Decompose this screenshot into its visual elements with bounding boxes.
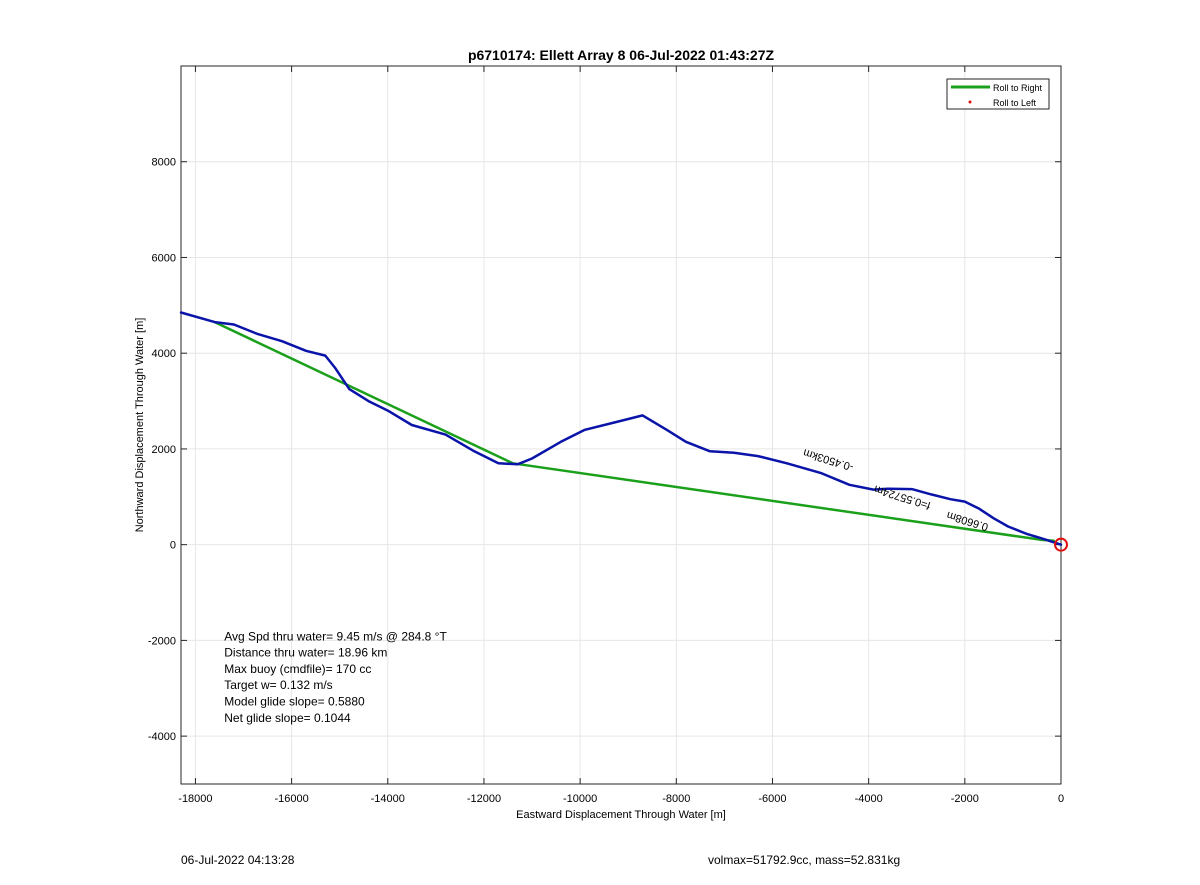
- x-tick-label: -16000: [274, 793, 308, 805]
- legend-label-roll-right: Roll to Right: [993, 83, 1043, 93]
- annotation-text: Target w= 0.132 m/s: [224, 678, 332, 692]
- legend-dot-roll-left: [968, 100, 972, 104]
- grid-lines: [181, 66, 1062, 784]
- y-tick-label: -2000: [148, 635, 176, 647]
- x-axis-label: Eastward Displacement Through Water [m]: [516, 809, 726, 821]
- y-tick-label: 6000: [152, 252, 176, 264]
- end-marker-circle: [1054, 537, 1068, 552]
- annotation-text: Distance thru water= 18.96 km: [224, 646, 387, 660]
- x-tick-label: -4000: [855, 793, 883, 805]
- annotation-text: Net glide slope= 0.1044: [224, 711, 351, 725]
- y-tick-label: 8000: [152, 157, 176, 169]
- y-tick-label: 2000: [152, 444, 176, 456]
- rotated-distance-label: f=0.55724m: [873, 483, 932, 512]
- footer-timestamp: 06-Jul-2022 04:13:28: [181, 853, 295, 867]
- series-group: [179, 311, 1063, 546]
- x-tick-label: 0: [1058, 793, 1064, 805]
- plot-area: [180, 65, 1062, 785]
- x-tick-label: -14000: [371, 793, 405, 805]
- marker-group: [1054, 537, 1068, 552]
- y-tick-label: 0: [170, 540, 176, 552]
- x-tick-label: -12000: [467, 793, 501, 805]
- legend-label-roll-left: Roll to Left: [993, 98, 1037, 108]
- footer-info: volmax=51792.9cc, mass=52.831kg: [708, 853, 901, 867]
- annotation-group: Avg Spd thru water= 9.45 m/s @ 284.8 °T D…: [224, 629, 447, 724]
- y-axis-label: Northward Displacement Through Water [m]: [134, 318, 146, 533]
- x-tick-label: -6000: [758, 793, 786, 805]
- x-tick-label: -18000: [178, 793, 212, 805]
- y-tick-label: 4000: [152, 348, 176, 360]
- x-tick-label: -10000: [563, 793, 597, 805]
- legend: Roll to Right Roll to Left: [946, 78, 1050, 110]
- axis-ticks: -18000 -16000 -14000 -12000 -10000 -8000 -6000…: [148, 66, 1064, 805]
- legend-box: [946, 78, 1050, 110]
- annotation-text: Model glide slope= 0.5880: [224, 694, 365, 708]
- annotation-text: Avg Spd thru water= 9.45 m/s @ 284.8 °T: [224, 629, 447, 643]
- y-tick-label: -4000: [148, 731, 176, 743]
- chart-title: p6710174: Ellett Array 8 06-Jul-2022 01:…: [468, 47, 775, 63]
- annotation-text: Max buoy (cmdfile)= 170 cc: [224, 662, 371, 676]
- x-tick-label: -2000: [951, 793, 979, 805]
- x-tick-label: -8000: [662, 793, 690, 805]
- series-line-track: [179, 311, 1063, 546]
